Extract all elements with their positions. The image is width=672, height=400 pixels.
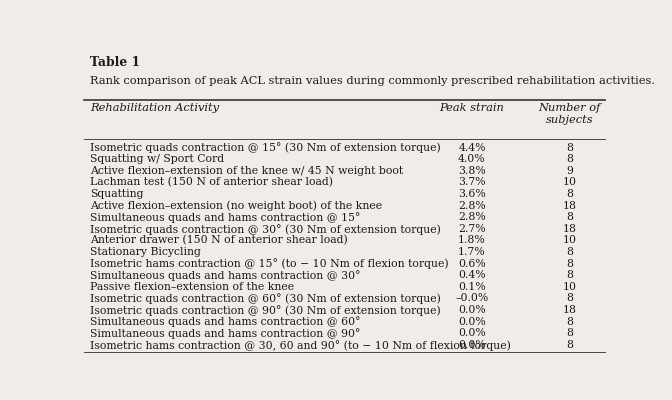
Text: Isometric hams contraction @ 15° (to − 10 Nm of flexion torque): Isometric hams contraction @ 15° (to − 1… (90, 258, 449, 270)
Text: –0.0%: –0.0% (456, 293, 489, 303)
Text: Active flexion–extension of the knee w/ 45 N weight boot: Active flexion–extension of the knee w/ … (90, 166, 403, 176)
Text: Rank comparison of peak ACL strain values during commonly prescribed rehabilitat: Rank comparison of peak ACL strain value… (90, 76, 655, 86)
Text: Squatting w/ Sport Cord: Squatting w/ Sport Cord (90, 154, 224, 164)
Text: Peak strain: Peak strain (439, 104, 505, 114)
Text: 0.6%: 0.6% (458, 258, 486, 268)
Text: 10: 10 (562, 282, 577, 292)
Text: Isometric quads contraction @ 60° (30 Nm of extension torque): Isometric quads contraction @ 60° (30 Nm… (90, 293, 441, 304)
Text: 2.8%: 2.8% (458, 212, 486, 222)
Text: 0.0%: 0.0% (458, 316, 486, 326)
Text: 8: 8 (566, 212, 573, 222)
Text: 8: 8 (566, 316, 573, 326)
Text: 3.8%: 3.8% (458, 166, 486, 176)
Text: 10: 10 (562, 177, 577, 187)
Text: Isometric quads contraction @ 30° (30 Nm of extension torque): Isometric quads contraction @ 30° (30 Nm… (90, 224, 441, 235)
Text: 18: 18 (562, 224, 577, 234)
Text: 0.1%: 0.1% (458, 282, 486, 292)
Text: Table 1: Table 1 (90, 56, 140, 69)
Text: 3.6%: 3.6% (458, 189, 486, 199)
Text: 0.4%: 0.4% (458, 270, 486, 280)
Text: Simultaneous quads and hams contraction @ 15°: Simultaneous quads and hams contraction … (90, 212, 361, 223)
Text: 2.7%: 2.7% (458, 224, 486, 234)
Text: Lachman test (150 N of anterior shear load): Lachman test (150 N of anterior shear lo… (90, 177, 333, 188)
Text: 0.0%: 0.0% (458, 305, 486, 315)
Text: 8: 8 (566, 142, 573, 152)
Text: Rehabilitation Activity: Rehabilitation Activity (90, 104, 219, 114)
Text: 4.4%: 4.4% (458, 142, 486, 152)
Text: 4.0%: 4.0% (458, 154, 486, 164)
Text: 0.0%: 0.0% (458, 340, 486, 350)
Text: 2.8%: 2.8% (458, 200, 486, 210)
Text: Simultaneous quads and hams contraction @ 30°: Simultaneous quads and hams contraction … (90, 270, 361, 281)
Text: Isometric hams contraction @ 30, 60 and 90° (to − 10 Nm of flexion torque): Isometric hams contraction @ 30, 60 and … (90, 340, 511, 351)
Text: Simultaneous quads and hams contraction @ 60°: Simultaneous quads and hams contraction … (90, 316, 361, 328)
Text: 8: 8 (566, 247, 573, 257)
Text: 8: 8 (566, 340, 573, 350)
Text: 3.7%: 3.7% (458, 177, 486, 187)
Text: 18: 18 (562, 200, 577, 210)
Text: Squatting: Squatting (90, 189, 144, 199)
Text: Simultaneous quads and hams contraction @ 90°: Simultaneous quads and hams contraction … (90, 328, 361, 339)
Text: 8: 8 (566, 270, 573, 280)
Text: 8: 8 (566, 293, 573, 303)
Text: 18: 18 (562, 305, 577, 315)
Text: 1.7%: 1.7% (458, 247, 486, 257)
Text: Active flexion–extension (no weight boot) of the knee: Active flexion–extension (no weight boot… (90, 200, 382, 211)
Text: Anterior drawer (150 N of anterior shear load): Anterior drawer (150 N of anterior shear… (90, 235, 348, 246)
Text: 8: 8 (566, 258, 573, 268)
Text: 1.8%: 1.8% (458, 235, 486, 245)
Text: 9: 9 (566, 166, 573, 176)
Text: 8: 8 (566, 328, 573, 338)
Text: Isometric quads contraction @ 15° (30 Nm of extension torque): Isometric quads contraction @ 15° (30 Nm… (90, 142, 441, 154)
Text: 8: 8 (566, 154, 573, 164)
Text: Number of
subjects: Number of subjects (538, 104, 601, 125)
Text: 8: 8 (566, 189, 573, 199)
Text: Isometric quads contraction @ 90° (30 Nm of extension torque): Isometric quads contraction @ 90° (30 Nm… (90, 305, 441, 316)
Text: 10: 10 (562, 235, 577, 245)
Text: Stationary Bicycling: Stationary Bicycling (90, 247, 201, 257)
Text: 0.0%: 0.0% (458, 328, 486, 338)
Text: Passive flexion–extension of the knee: Passive flexion–extension of the knee (90, 282, 294, 292)
